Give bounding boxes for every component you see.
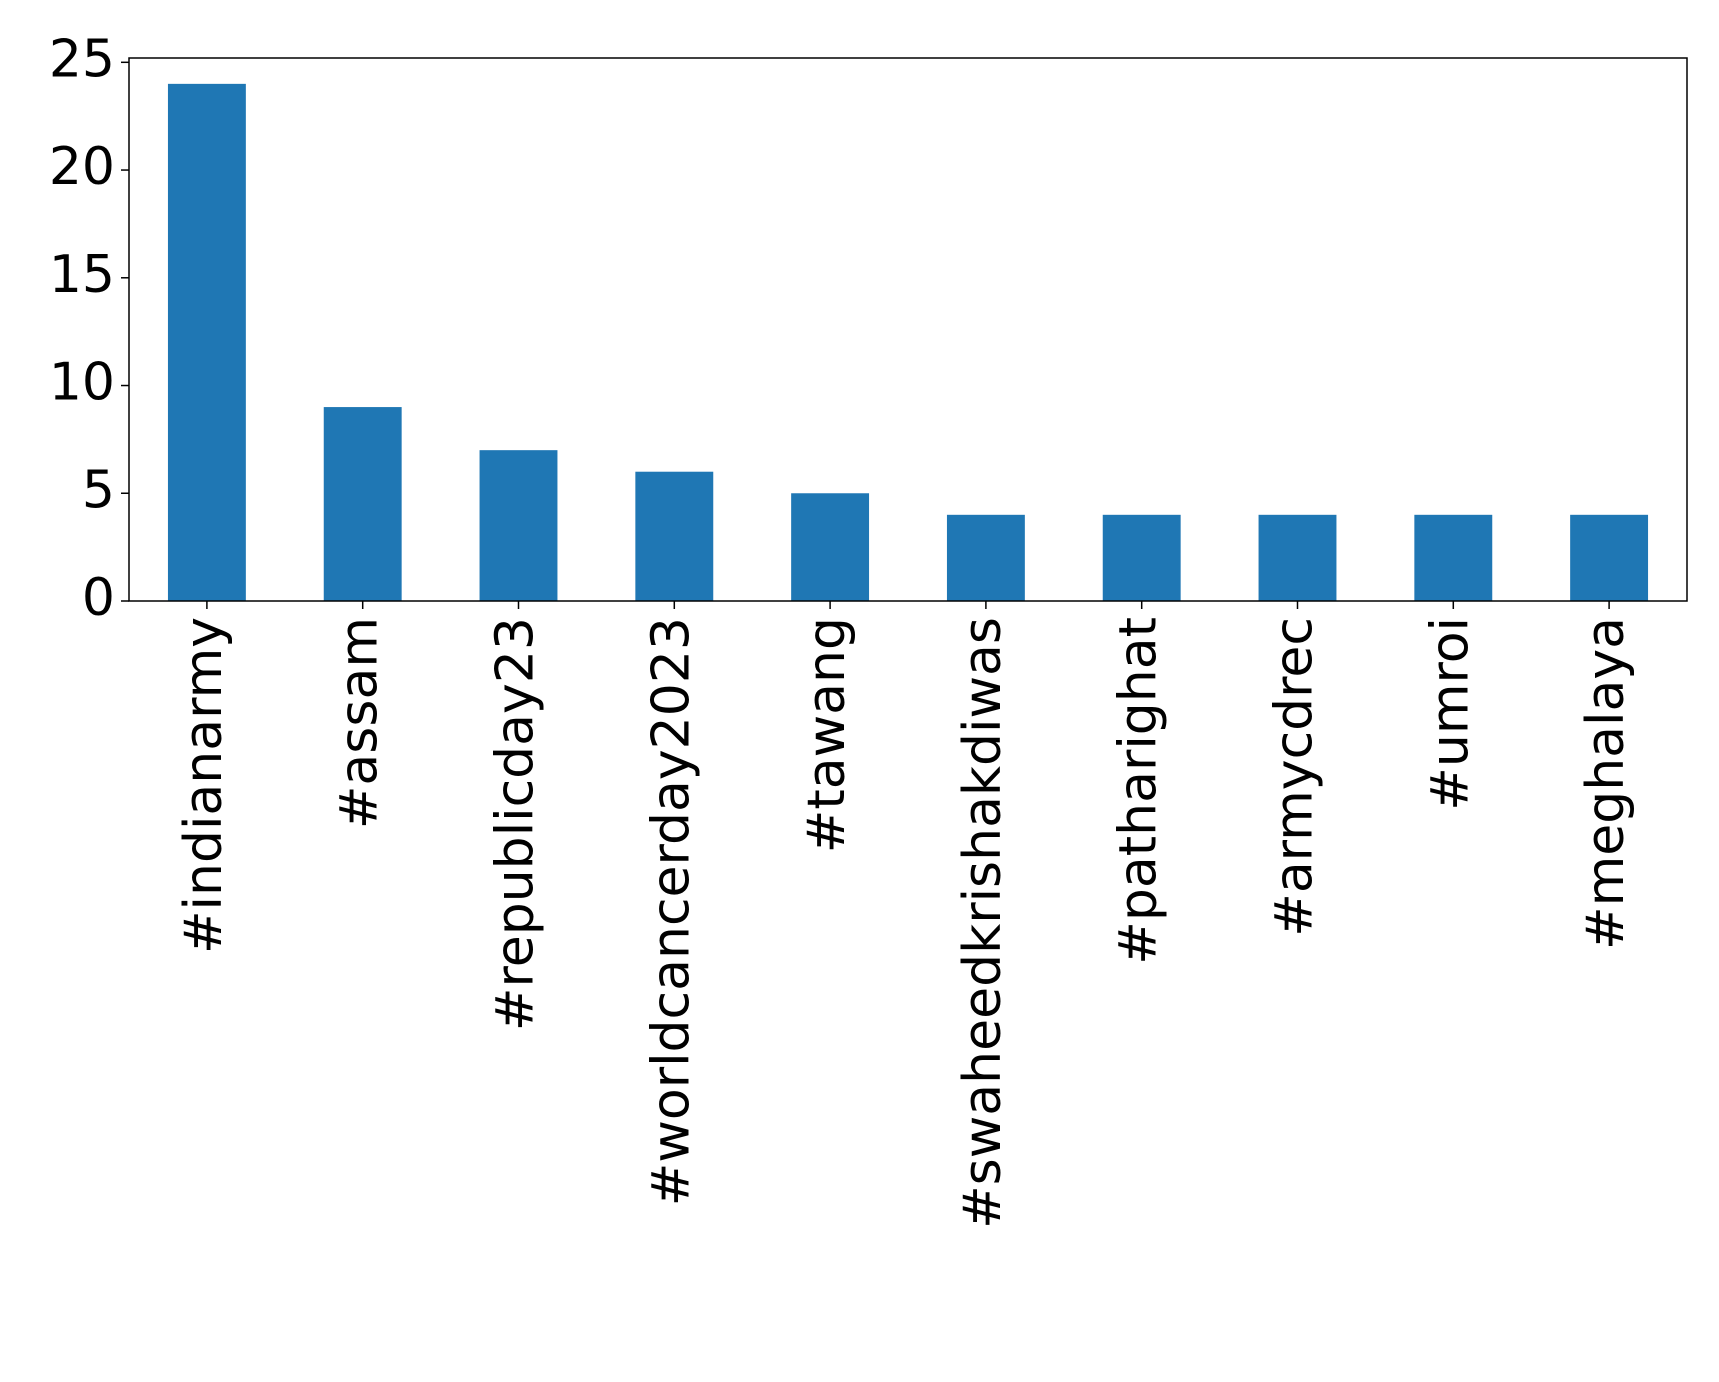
x-tick-label: #indianarmy	[174, 617, 234, 954]
bar	[791, 493, 870, 601]
x-tick-label: #republicday23	[486, 617, 546, 1031]
bar	[1414, 514, 1493, 601]
bar	[635, 471, 714, 601]
bar	[479, 450, 558, 601]
bar	[1258, 514, 1337, 601]
y-tick-label: 15	[49, 245, 115, 305]
y-tick-label: 20	[49, 137, 115, 197]
x-tick-label: #meghalaya	[1576, 617, 1636, 950]
y-tick-label: 5	[82, 460, 115, 520]
x-tick-label: #swaheedkrishakdiwas	[953, 617, 1013, 1229]
x-tick-label: #armycdrec	[1265, 617, 1325, 937]
bar	[946, 514, 1025, 601]
x-tick-label: #assam	[330, 617, 390, 829]
bar	[1570, 514, 1649, 601]
y-tick-label: 10	[49, 353, 115, 413]
x-tick-label: #umroi	[1420, 617, 1480, 811]
x-tick-label: #patharighat	[1109, 617, 1169, 965]
x-tick-label: #tawang	[797, 617, 857, 853]
bar	[1102, 514, 1181, 601]
y-tick-label: 25	[49, 29, 115, 89]
plot-frame	[128, 57, 1688, 602]
bar	[323, 407, 402, 601]
y-tick-label: 0	[82, 568, 115, 628]
x-tick-label: #worldcancerday2023	[641, 617, 701, 1206]
bar	[167, 83, 246, 602]
